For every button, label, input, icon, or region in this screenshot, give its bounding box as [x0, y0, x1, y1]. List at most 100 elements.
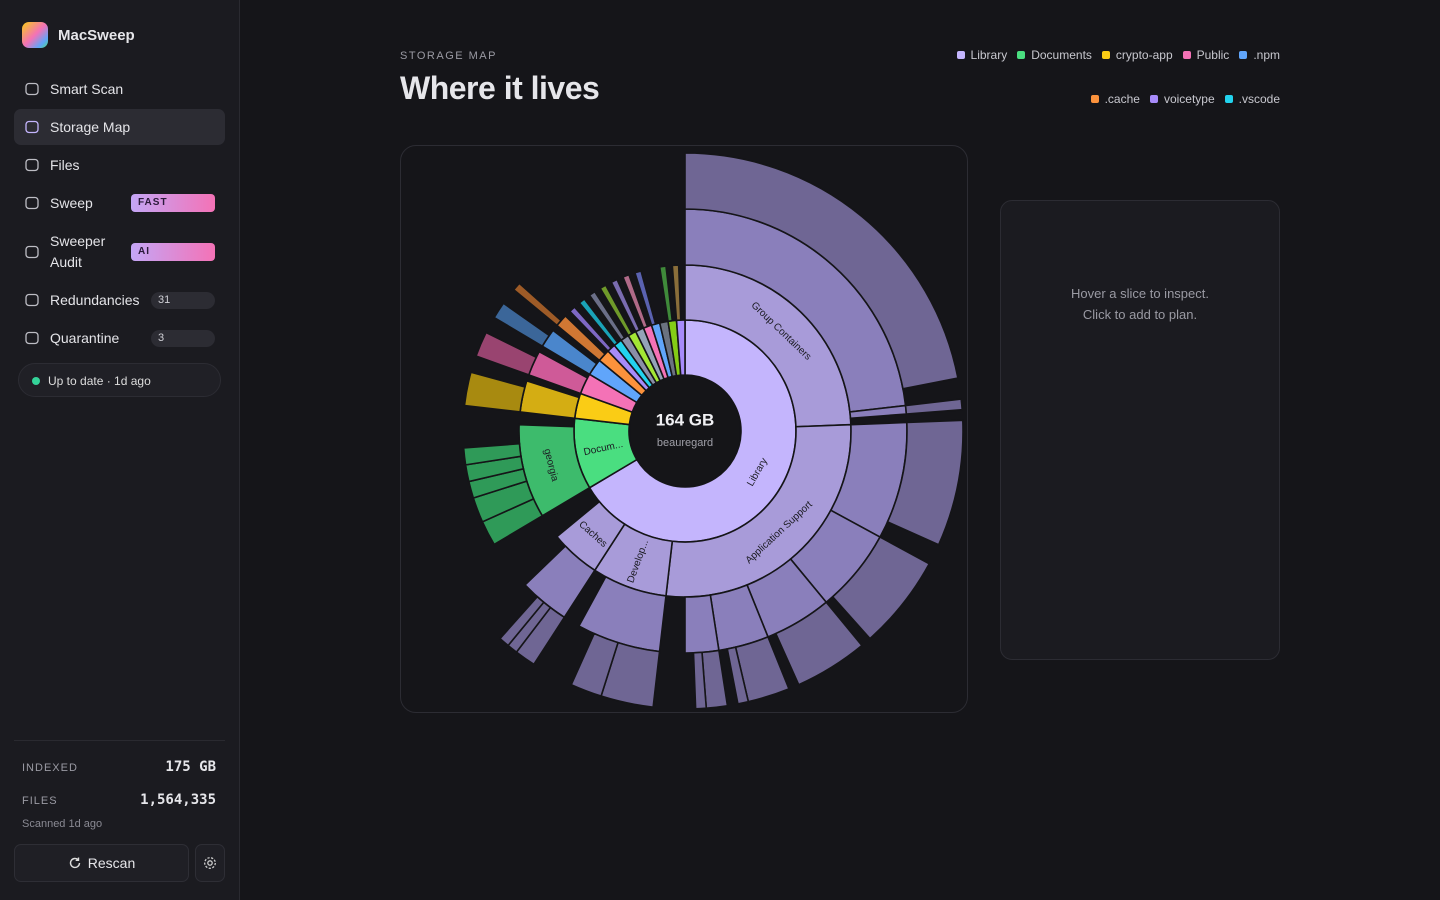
nav-icon [25, 120, 39, 134]
legend-item: crypto-app [1101, 48, 1173, 62]
legend-swatch [1224, 95, 1233, 103]
icon-shape [25, 245, 39, 259]
rescan-icon [69, 857, 80, 869]
sunburst-slice [726, 646, 750, 705]
legend-item: voicetype [1149, 92, 1215, 106]
nav-icon [25, 293, 39, 307]
panel-text: Hover a slice to inspect. [1070, 286, 1209, 301]
sunburst-slice [462, 442, 522, 466]
sunburst-slice [498, 595, 545, 647]
center-value: 164 GB [656, 410, 715, 429]
legend-item: .vscode [1224, 92, 1280, 106]
nav-label: Storage Map [50, 119, 131, 135]
sunburst-slice [621, 273, 649, 330]
scanned-note: Scanned 1d ago [22, 818, 103, 830]
legend-swatch [1017, 51, 1026, 59]
app-logo [22, 22, 48, 48]
sunburst-slice [570, 632, 620, 698]
legend-swatch [1239, 51, 1248, 59]
nav-item[interactable]: Sweep FAST [14, 185, 225, 221]
sunburst-slice [512, 282, 563, 327]
legend-swatch [1149, 95, 1158, 103]
nav-label: Redundancies [50, 292, 140, 308]
nav-label: Sweep [50, 195, 93, 211]
nav-item[interactable]: Redundancies 31 [14, 282, 225, 318]
nav-icon [25, 82, 39, 96]
legend-label: .vscode [1238, 92, 1280, 106]
icon-shape [25, 82, 39, 96]
nav-icon [25, 331, 39, 345]
legend-swatch [1090, 95, 1099, 103]
sunburst-slice [658, 265, 674, 323]
rescan-button[interactable]: Rescan [14, 844, 189, 882]
rescan-label: Rescan [87, 855, 136, 871]
sunburst-slice [671, 264, 682, 322]
sunburst-slice [774, 601, 864, 686]
nav-label: Quarantine [50, 330, 120, 346]
sunburst-card: Library Group Containers Application Suppo… [400, 145, 968, 713]
nav-item[interactable]: Quarantine 3 [14, 320, 225, 356]
app-name: MacSweep [58, 27, 135, 44]
legend-swatch [1182, 51, 1191, 59]
icon-shape [25, 293, 39, 307]
legend-item: Documents [1017, 48, 1092, 62]
nav-label: Smart Scan [50, 81, 124, 97]
legend-label: Library [970, 48, 1008, 62]
center-hole [630, 376, 740, 486]
nav-item[interactable]: Storage Map [14, 109, 225, 145]
nav-label: Sweeper Audit [50, 233, 106, 270]
legend: Library Documents crypto-app Public .npm .cac… [880, 48, 1280, 106]
stat-value: 175 GB [165, 759, 216, 775]
nav-icon [25, 158, 39, 172]
legend-swatch [1101, 51, 1110, 59]
sunburst-slice [684, 152, 959, 390]
eyebrow: STORAGE MAP [400, 50, 497, 62]
legend-item: Library [956, 48, 1008, 62]
sunburst-slice [588, 290, 626, 342]
sunburst-slice [886, 419, 964, 546]
nav-item[interactable]: Smart Scan [14, 75, 225, 103]
sunburst-slice [568, 305, 613, 353]
stat-value: 1,564,335 [140, 792, 216, 808]
legend-swatch [956, 51, 965, 59]
sunburst-slice [578, 297, 619, 347]
legend-label: crypto-app [1115, 48, 1173, 62]
icon-shape [25, 120, 39, 134]
nav-icon [25, 196, 39, 210]
stat-label: INDEXED [22, 762, 78, 774]
legend-item: .npm [1239, 48, 1280, 62]
icon-shape [25, 158, 39, 172]
sunburst-slice [610, 278, 641, 333]
sunburst-slice [904, 398, 964, 415]
sunburst-slice [493, 302, 551, 348]
nav-item[interactable]: Files [14, 147, 225, 183]
legend-label: .npm [1253, 48, 1280, 62]
legend-label: Documents [1031, 48, 1092, 62]
nav-label: Files [50, 157, 80, 173]
nav-item[interactable]: Sweeper Audit AI [14, 231, 225, 273]
nav-icon [25, 245, 39, 259]
stat-label: FILES [22, 795, 58, 807]
legend-item: Public [1182, 48, 1230, 62]
icon-shape [25, 331, 39, 345]
legend-label: Public [1196, 48, 1230, 62]
icon-shape [25, 196, 39, 210]
settings-button[interactable] [195, 844, 225, 882]
inspect-panel: Hover a slice to inspect. Click to add t… [1000, 200, 1280, 660]
sunburst-slice [831, 535, 931, 640]
panel-text: Click to add to plan. [1082, 307, 1198, 322]
nav-badge: FAST [131, 194, 215, 212]
status-pill: Up to date · 1d ago [18, 363, 221, 397]
sunburst-slice [599, 284, 634, 337]
divider [14, 740, 225, 741]
sunburst-slice [692, 651, 708, 710]
sidebar: MacSweep Smart Scan Storage Map Files Sweep… [0, 0, 240, 900]
settings-icon [204, 857, 216, 869]
nav-badge: AI [131, 243, 215, 261]
nav-count: 31 [151, 291, 215, 309]
legend-label: voicetype [1163, 92, 1215, 106]
center-label: beauregard [657, 437, 713, 449]
